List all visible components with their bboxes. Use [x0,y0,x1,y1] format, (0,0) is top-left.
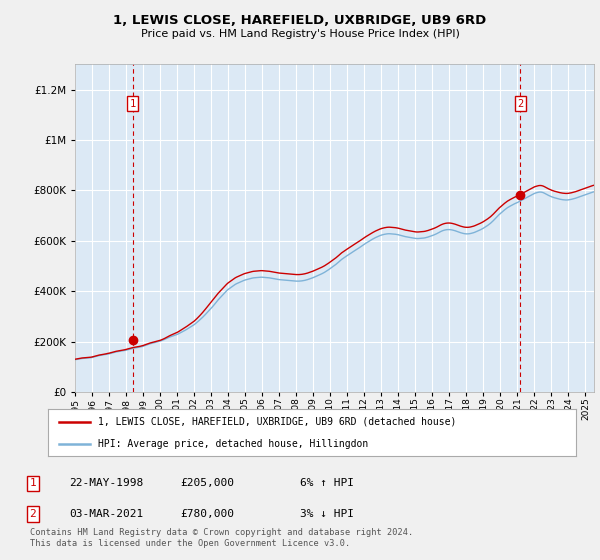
Text: 6% ↑ HPI: 6% ↑ HPI [300,478,354,488]
Text: Price paid vs. HM Land Registry's House Price Index (HPI): Price paid vs. HM Land Registry's House … [140,29,460,39]
Text: 1, LEWIS CLOSE, HAREFIELD, UXBRIDGE, UB9 6RD (detached house): 1, LEWIS CLOSE, HAREFIELD, UXBRIDGE, UB9… [98,417,457,427]
Text: £780,000: £780,000 [180,509,234,519]
Text: 2: 2 [29,509,37,519]
Text: 1: 1 [29,478,37,488]
Text: 03-MAR-2021: 03-MAR-2021 [69,509,143,519]
Text: HPI: Average price, detached house, Hillingdon: HPI: Average price, detached house, Hill… [98,438,368,449]
Text: Contains HM Land Registry data © Crown copyright and database right 2024.
This d: Contains HM Land Registry data © Crown c… [30,528,413,548]
Text: £205,000: £205,000 [180,478,234,488]
Text: 2: 2 [517,99,523,109]
Text: 1: 1 [130,99,136,109]
Text: 3% ↓ HPI: 3% ↓ HPI [300,509,354,519]
Text: 1, LEWIS CLOSE, HAREFIELD, UXBRIDGE, UB9 6RD: 1, LEWIS CLOSE, HAREFIELD, UXBRIDGE, UB9… [113,14,487,27]
Text: 22-MAY-1998: 22-MAY-1998 [69,478,143,488]
